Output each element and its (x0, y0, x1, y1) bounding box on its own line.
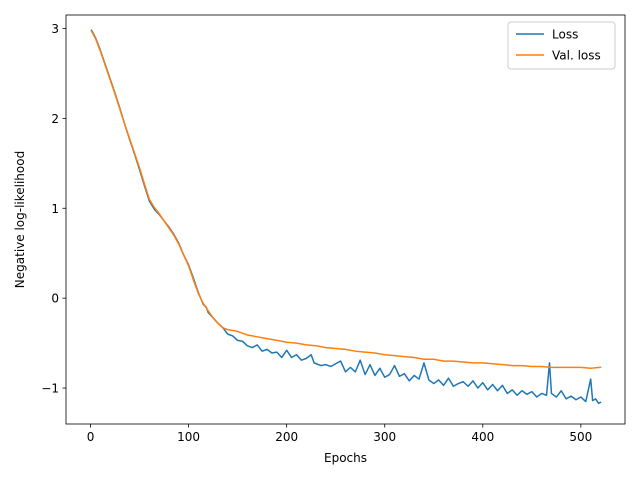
y-axis: −1 0 1 2 3 (41, 22, 66, 396)
axes-frame (65, 14, 626, 425)
y-tick-label: −1 (41, 382, 59, 396)
y-tick-label: 0 (51, 292, 59, 306)
series-line-val-loss (90, 30, 602, 370)
series-layer (90, 29, 602, 405)
x-tick-label: 400 (471, 430, 494, 444)
y-tick-label: 1 (51, 202, 59, 216)
x-tick-label: 100 (177, 430, 200, 444)
plot-area (65, 14, 626, 425)
y-axis-label: Negative log-likelihood (13, 151, 27, 288)
x-axis-label: Epochs (324, 451, 367, 465)
legend-label: Val. loss (552, 49, 601, 63)
y-tick-label: 2 (51, 112, 59, 126)
x-tick-label: 0 (87, 430, 95, 444)
legend-label: Loss (552, 28, 578, 42)
x-axis: 0 100 200 300 400 500 (87, 424, 592, 444)
x-tick-label: 200 (275, 430, 298, 444)
legend: Loss Val. loss (507, 21, 616, 70)
y-tick-label: 3 (51, 22, 59, 36)
x-tick-label: 500 (569, 430, 592, 444)
x-tick-label: 300 (373, 430, 396, 444)
